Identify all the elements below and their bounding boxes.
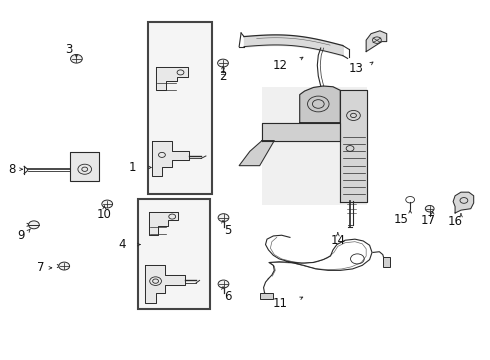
Text: 5: 5 xyxy=(224,224,232,237)
Polygon shape xyxy=(156,67,188,90)
Polygon shape xyxy=(340,90,367,202)
Polygon shape xyxy=(145,265,185,303)
Circle shape xyxy=(218,214,229,222)
Text: 1: 1 xyxy=(129,161,136,174)
Bar xyxy=(70,152,99,181)
Text: 17: 17 xyxy=(420,214,435,227)
Circle shape xyxy=(71,54,82,63)
Text: 10: 10 xyxy=(97,208,112,221)
Polygon shape xyxy=(262,123,340,140)
Text: 3: 3 xyxy=(65,42,73,55)
Circle shape xyxy=(218,59,228,67)
Bar xyxy=(148,22,212,194)
Bar xyxy=(260,293,273,299)
Circle shape xyxy=(59,262,70,270)
Text: 8: 8 xyxy=(8,163,15,176)
Circle shape xyxy=(28,221,39,229)
Text: 9: 9 xyxy=(18,229,25,242)
Polygon shape xyxy=(152,140,189,176)
Text: 16: 16 xyxy=(447,215,463,228)
Bar xyxy=(262,87,367,205)
Polygon shape xyxy=(239,140,274,166)
Circle shape xyxy=(218,280,229,288)
Text: 11: 11 xyxy=(272,297,288,310)
Polygon shape xyxy=(366,31,387,51)
Text: 12: 12 xyxy=(272,59,288,72)
Text: 4: 4 xyxy=(118,238,125,251)
Text: 15: 15 xyxy=(394,213,409,226)
Text: 7: 7 xyxy=(37,261,45,274)
Text: 13: 13 xyxy=(349,62,364,75)
Text: 2: 2 xyxy=(219,69,227,82)
Polygon shape xyxy=(453,192,474,213)
Circle shape xyxy=(425,206,434,212)
Polygon shape xyxy=(300,86,340,123)
Circle shape xyxy=(102,200,113,208)
Text: 6: 6 xyxy=(224,290,232,303)
Text: 14: 14 xyxy=(330,234,345,247)
Polygon shape xyxy=(149,212,178,234)
Bar xyxy=(139,199,210,309)
Bar xyxy=(383,257,390,267)
